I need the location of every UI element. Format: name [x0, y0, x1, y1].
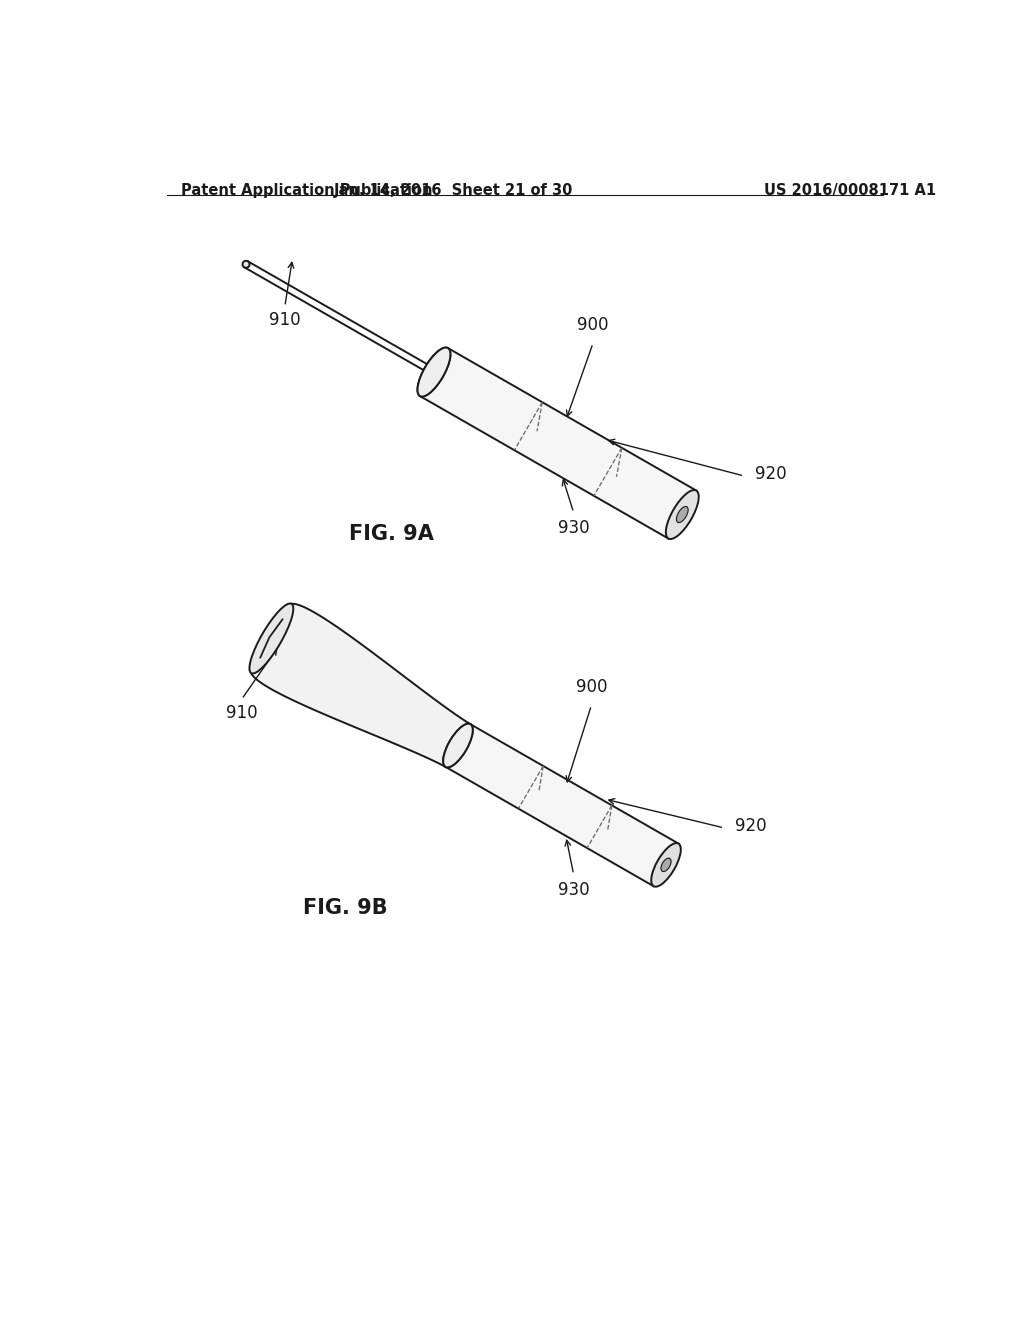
Text: US 2016/0008171 A1: US 2016/0008171 A1: [764, 183, 936, 198]
Text: Jan. 14, 2016  Sheet 21 of 30: Jan. 14, 2016 Sheet 21 of 30: [334, 183, 573, 198]
Polygon shape: [251, 603, 470, 767]
Text: 920: 920: [755, 466, 786, 483]
Ellipse shape: [666, 490, 698, 539]
Text: 930: 930: [558, 880, 590, 899]
Text: 900: 900: [575, 678, 607, 696]
Ellipse shape: [677, 507, 688, 523]
Text: FIG. 9B: FIG. 9B: [303, 898, 387, 917]
Text: FIG. 9A: FIG. 9A: [349, 524, 434, 544]
Ellipse shape: [418, 347, 451, 396]
Ellipse shape: [443, 723, 473, 767]
Text: 930: 930: [558, 519, 590, 537]
Ellipse shape: [243, 261, 250, 268]
Ellipse shape: [660, 858, 671, 871]
Ellipse shape: [651, 843, 681, 887]
Text: 900: 900: [578, 315, 608, 334]
Polygon shape: [445, 725, 679, 886]
Text: 910: 910: [225, 704, 257, 722]
Ellipse shape: [250, 603, 293, 673]
Polygon shape: [420, 348, 696, 539]
Text: Patent Application Publication: Patent Application Publication: [180, 183, 432, 198]
Text: 910: 910: [269, 312, 301, 329]
Ellipse shape: [443, 723, 473, 767]
Ellipse shape: [418, 347, 451, 396]
Polygon shape: [245, 261, 435, 375]
Text: 920: 920: [735, 817, 767, 836]
